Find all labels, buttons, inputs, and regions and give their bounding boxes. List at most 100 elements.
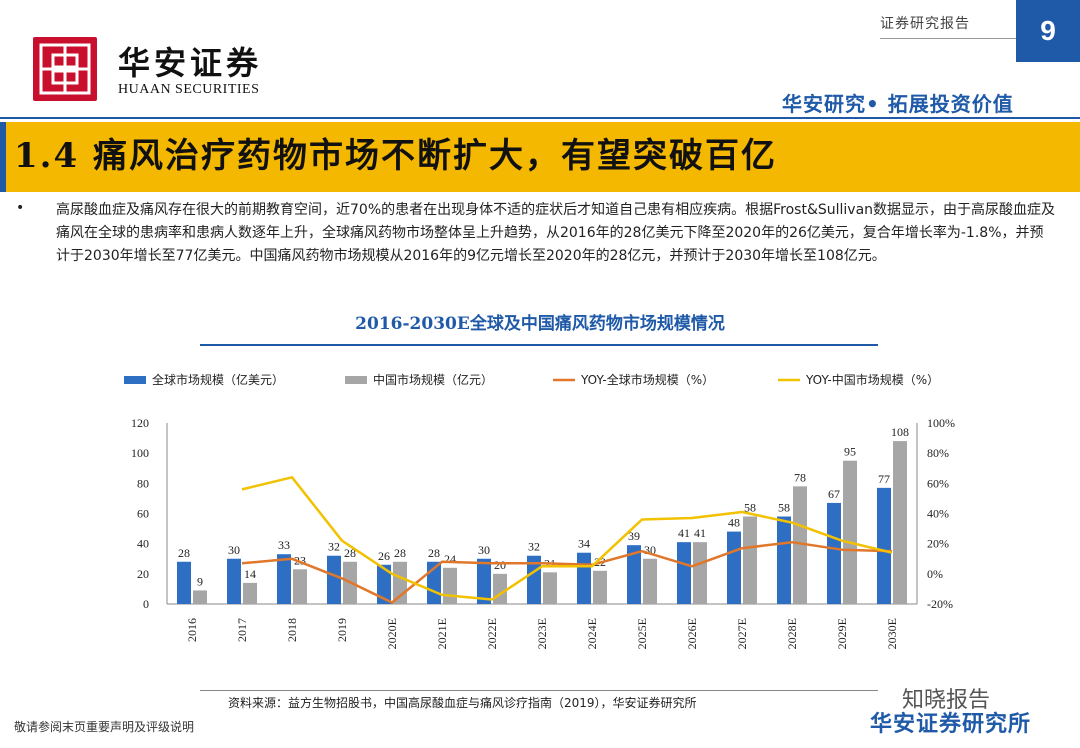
data-label-global: 32 [328, 540, 340, 554]
legend-swatch [345, 376, 367, 384]
bar-global [377, 564, 391, 604]
data-label-global: 67 [828, 487, 840, 501]
y-tick-left: 120 [131, 416, 149, 430]
bar-global [877, 487, 891, 604]
x-tick-label: 2020E [385, 618, 399, 649]
data-label-global: 28 [178, 546, 190, 560]
market-size-chart: 全球市场规模（亿美元） 中国市场规模（亿元） YOY-全球市场规模（%） YOY-中国… [124, 372, 955, 649]
header-divider [880, 38, 1016, 39]
bar-china [593, 570, 607, 604]
x-tick-label: 2018 [285, 618, 299, 642]
data-label-china: 20 [494, 558, 506, 572]
data-label-global: 41 [678, 526, 690, 540]
disclaimer-link[interactable]: 敬请参阅末页重要声明及评级说明 [14, 720, 195, 734]
data-label-global: 30 [228, 543, 240, 557]
x-tick-label: 2023E [535, 618, 549, 649]
legend-label: 全球市场规模（亿美元） [152, 372, 284, 387]
x-tick-label: 2030E [885, 618, 899, 649]
x-tick-label: 2027E [735, 618, 749, 649]
bar-china [693, 542, 707, 604]
body-paragraph: 高尿酸血症及痛风存在很大的前期教育空间，近70%的患者在出现身体不适的症状后才知… [56, 202, 1056, 264]
bar-china [843, 460, 857, 604]
y-tick-left: 100 [131, 446, 149, 460]
bar-global [577, 552, 591, 604]
data-label-global: 32 [528, 540, 540, 554]
data-label-global: 28 [428, 546, 440, 560]
footer-brand: 华安证券研究所 [870, 712, 1032, 737]
data-label-global: 33 [278, 538, 290, 552]
slogan-divider [0, 117, 1080, 119]
data-label-china: 78 [794, 470, 806, 484]
bar-china [293, 569, 307, 604]
company-name-cn: 华安证券 [118, 44, 263, 82]
y-tick-left: 80 [137, 476, 149, 490]
bar-global [777, 516, 791, 604]
chart-title-divider [200, 344, 878, 346]
data-label-global: 30 [478, 543, 490, 557]
title-accent [0, 122, 6, 192]
bar-global [677, 542, 691, 604]
y-tick-left: 20 [137, 567, 149, 581]
y-tick-left: 0 [143, 597, 149, 611]
bar-global [327, 555, 341, 604]
bar-china [793, 486, 807, 604]
line-yoy-china [241, 476, 893, 601]
chart-legend: 全球市场规模（亿美元） 中国市场规模（亿元） YOY-全球市场规模（%） YOY-中国… [124, 372, 939, 387]
watermark: 知晓报告 [902, 688, 991, 713]
data-label-china: 41 [694, 526, 706, 540]
legend-label: YOY-全球市场规模（%） [580, 372, 714, 387]
x-tick-label: 2021E [435, 618, 449, 649]
report-type-label: 证券研究报告 [880, 16, 970, 32]
data-label-china: 58 [744, 501, 756, 515]
data-label-global: 39 [628, 529, 640, 543]
bar-china [243, 582, 257, 604]
bar-china [643, 558, 657, 604]
data-label-china: 9 [197, 574, 203, 588]
bar-global [827, 502, 841, 604]
data-label-global: 77 [878, 472, 890, 486]
y-tick-right: 0% [927, 567, 943, 581]
x-tick-label: 2017 [235, 618, 249, 642]
x-tick-label: 2025E [635, 618, 649, 649]
page-number: 9 [1016, 0, 1080, 62]
bar-china [443, 567, 457, 604]
bar-global [227, 558, 241, 604]
y-tick-right: 60% [927, 476, 949, 490]
x-tick-label: 2022E [485, 618, 499, 649]
data-label-china: 108 [891, 425, 909, 439]
bullet-marker: • [16, 200, 25, 216]
x-tick-label: 2029E [835, 618, 849, 649]
y-tick-right: 20% [927, 537, 949, 551]
data-label-global: 26 [378, 549, 390, 563]
bar-global [277, 554, 291, 604]
line-yoy-global [241, 540, 893, 604]
data-label-china: 28 [394, 546, 406, 560]
x-tick-label: 2019 [335, 618, 349, 642]
y-tick-right: 80% [927, 446, 949, 460]
logo-emblem-icon [39, 43, 91, 95]
legend-label: 中国市场规模（亿元） [373, 372, 493, 387]
data-label-china: 14 [244, 567, 256, 581]
x-tick-label: 2026E [685, 618, 699, 649]
chart-plot: 020406080100120-20%0%20%40%60%80%100%201… [131, 416, 955, 649]
legend-swatch [124, 376, 146, 384]
y-tick-right: 100% [927, 416, 955, 430]
bar-global [727, 531, 741, 604]
company-name-en: HUAAN SECURITIES [118, 82, 260, 97]
data-label-global: 48 [728, 516, 740, 530]
bar-china [543, 572, 557, 604]
bar-china [493, 573, 507, 604]
x-tick-label: 2016 [185, 618, 199, 642]
bar-global [177, 561, 191, 604]
y-tick-right: -20% [927, 597, 953, 611]
company-logo [33, 37, 97, 101]
data-label-china: 95 [844, 445, 856, 459]
x-tick-label: 2024E [585, 618, 599, 649]
bar-china [393, 561, 407, 604]
data-label-global: 58 [778, 501, 790, 515]
slogan: 华安研究• 拓展投资价值 [782, 92, 1014, 116]
bar-china [193, 590, 207, 604]
bar-global [477, 558, 491, 604]
data-label-global: 34 [578, 537, 590, 551]
bar-china [893, 441, 907, 604]
